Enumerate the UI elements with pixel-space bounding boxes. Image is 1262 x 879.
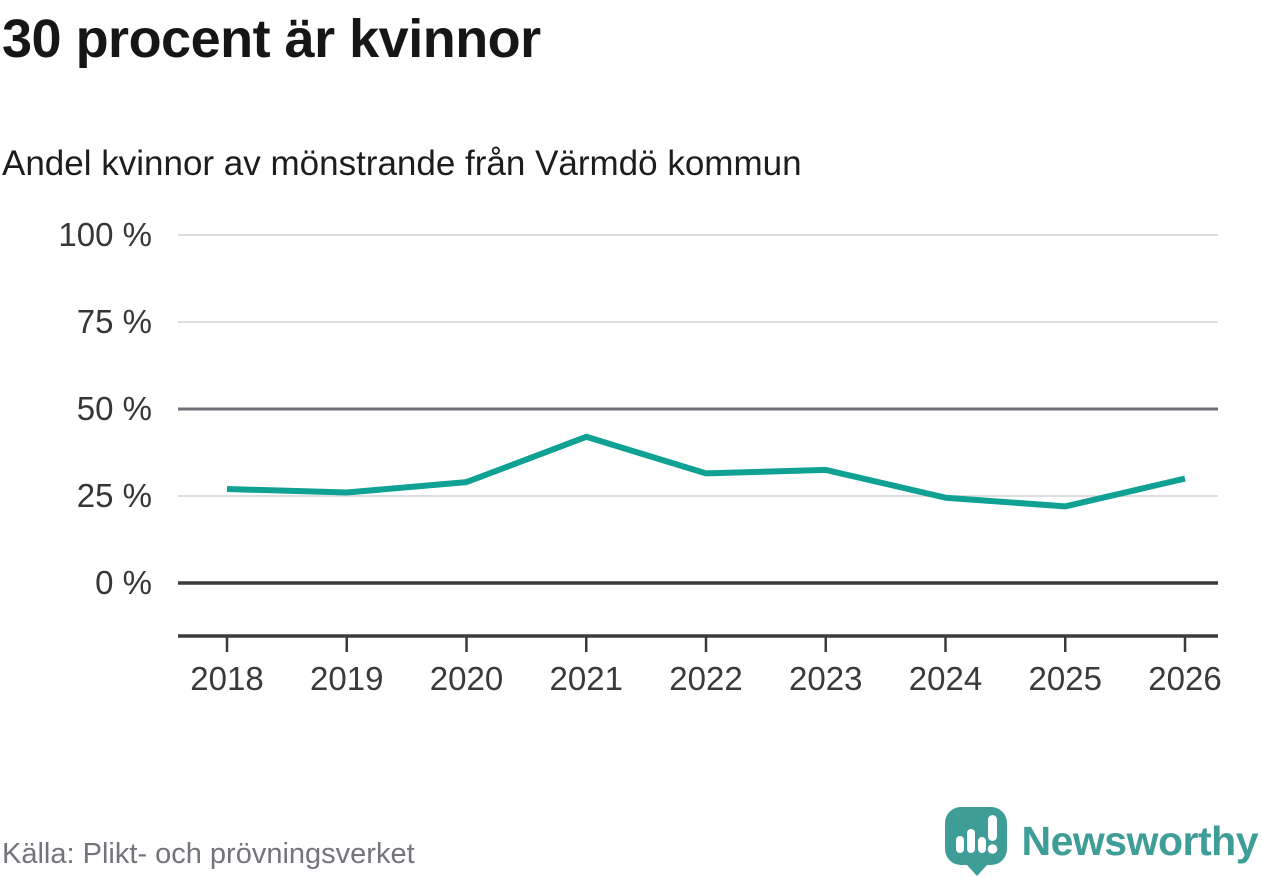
brand-name: Newsworthy <box>1021 817 1259 864</box>
chart-title: 30 procent är kvinnor <box>2 9 541 69</box>
x-axis-label: 2026 <box>1148 660 1222 697</box>
y-axis-label: 50 % <box>76 390 152 427</box>
y-axis-label: 25 % <box>76 477 152 514</box>
x-axis-label: 2020 <box>429 660 504 697</box>
x-axis-label: 2023 <box>789 660 863 697</box>
x-axis-label: 2018 <box>190 660 264 697</box>
x-axis-label: 2022 <box>669 660 743 697</box>
y-axis-label: 75 % <box>76 303 152 340</box>
chart-subtitle: Andel kvinnor av mönstrande från Värmdö … <box>2 144 802 183</box>
x-axis-label: 2025 <box>1028 660 1102 697</box>
trend-line <box>226 433 1186 510</box>
x-axis-label: 2024 <box>908 660 983 697</box>
newsworthy-logo-icon <box>944 807 1007 876</box>
y-axis-label: 100 % <box>58 216 152 253</box>
x-axis <box>178 634 1218 652</box>
y-axis-label: 0 % <box>95 564 152 601</box>
newsworthy-logo: Newsworthy <box>944 806 1259 876</box>
x-axis-label: 2019 <box>310 660 384 697</box>
x-axis-label: 2021 <box>549 660 623 697</box>
gridlines <box>178 234 1218 585</box>
source-note: Källa: Plikt- och prövningsverket <box>2 838 415 870</box>
